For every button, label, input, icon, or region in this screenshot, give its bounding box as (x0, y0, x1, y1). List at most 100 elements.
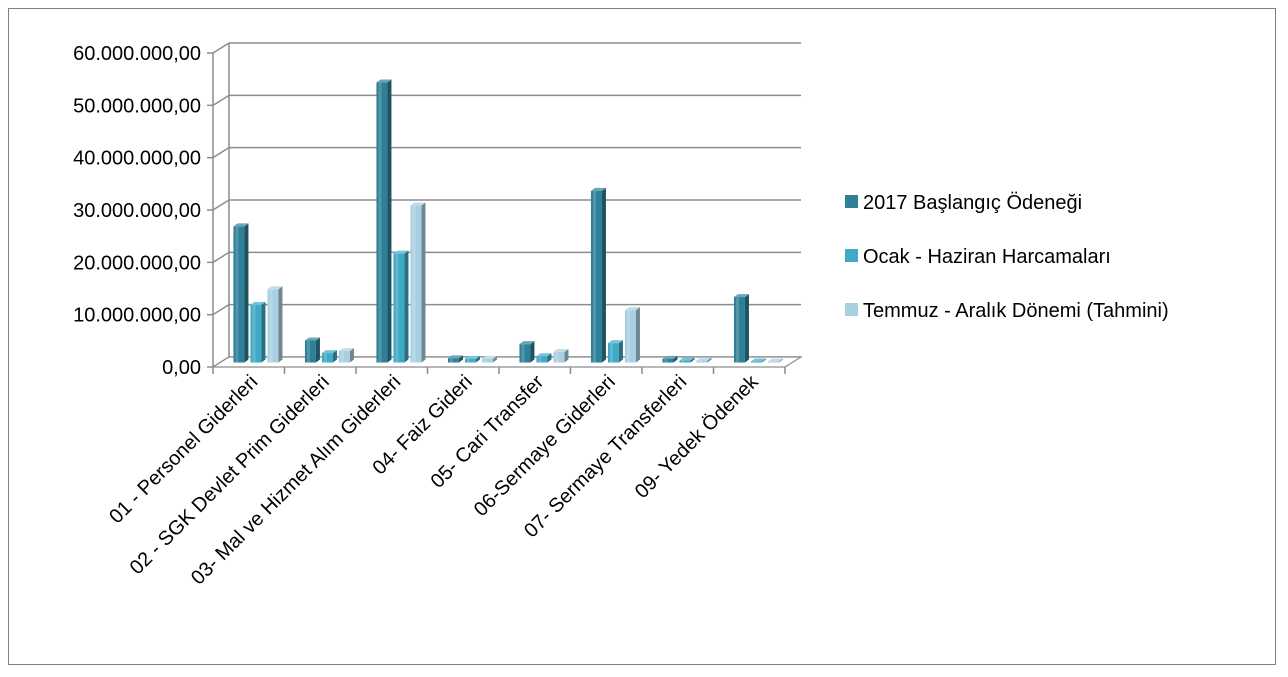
bar (733, 294, 749, 363)
bar-side (458, 355, 463, 363)
bar-side (761, 358, 766, 363)
bar-top (250, 301, 266, 305)
gridline-depth (212, 147, 230, 159)
bar (410, 202, 426, 363)
bar-top (447, 355, 463, 359)
bar-front (267, 289, 279, 363)
bar-highlight (538, 356, 542, 363)
bar (519, 341, 535, 363)
bar-top (553, 349, 569, 353)
bar-highlight (466, 358, 470, 363)
bar (767, 358, 783, 363)
bar (481, 355, 497, 363)
bar-side (349, 347, 354, 363)
bar-side (564, 349, 569, 363)
x-tick-label: 09- Yedek Ödenek (631, 370, 764, 503)
y-tick-labels: 0,00 10.000.000,00 20.000.000,00 30.000.000… (73, 43, 201, 379)
bar-front (481, 358, 493, 363)
bar-highlight (269, 289, 273, 363)
bar-side (618, 340, 623, 363)
bar-highlight (592, 190, 596, 363)
bar-front (519, 344, 531, 363)
bar-top (304, 337, 320, 341)
bar-highlight (626, 310, 630, 363)
legend: 2017 Başlangıç Ödeneği Ocak - Haziran Har… (845, 192, 1169, 322)
bar-top (233, 223, 249, 227)
bar-top (519, 341, 535, 345)
gridline-depth (212, 304, 230, 316)
bar-highlight (449, 358, 453, 363)
bar-side (778, 358, 783, 363)
bar-highlight (555, 352, 559, 363)
bar-front (696, 360, 708, 363)
bar (590, 187, 606, 363)
bar-top (321, 350, 337, 354)
bar-front (250, 304, 262, 363)
bar-front (590, 190, 602, 363)
chart-frame: 0,00 10.000.000,00 20.000.000,00 30.000.000… (8, 8, 1276, 665)
chart-floor (210, 356, 804, 368)
bar-side (635, 307, 640, 363)
bar-highlight (340, 350, 344, 363)
axes (207, 43, 804, 374)
bar-top (464, 355, 480, 359)
bar-front (393, 253, 405, 363)
gridline-depth (212, 251, 230, 263)
bar (233, 223, 249, 363)
bar-highlight (698, 360, 702, 363)
bar (750, 358, 766, 363)
bar-top (624, 307, 640, 311)
bar-highlight (521, 344, 525, 363)
bar-side (601, 187, 606, 363)
bar (250, 301, 266, 363)
bar-top (338, 347, 354, 351)
bar-top (750, 358, 766, 362)
gridline-depth (212, 42, 230, 54)
bar-chart: 0,00 10.000.000,00 20.000.000,00 30.000.000… (73, 42, 1169, 589)
bar-front (321, 353, 333, 363)
bar (304, 337, 320, 363)
bar-front (662, 358, 674, 363)
bar (321, 350, 337, 363)
x-tick-label: 06-Sermaye Giderleri (470, 371, 620, 521)
bar-front (624, 310, 636, 363)
y-tick-label: 30.000.000,00 (73, 200, 201, 222)
bar-highlight (395, 253, 399, 363)
bar-top (376, 79, 392, 83)
bar-front (464, 358, 476, 363)
bar-top (536, 353, 552, 357)
bar-front (536, 356, 548, 363)
bar-front (750, 361, 762, 363)
bar (679, 357, 695, 363)
bar-highlight (769, 361, 773, 363)
legend-swatch (845, 303, 858, 316)
bar (447, 355, 463, 363)
bar-side (332, 350, 337, 363)
bar-front (304, 340, 316, 363)
bar-top (590, 187, 606, 191)
gridline-depth (212, 94, 230, 106)
bar-side (244, 223, 249, 363)
bar-highlight (735, 297, 739, 363)
bar-side (475, 355, 480, 363)
bar (607, 340, 623, 363)
bar (338, 347, 354, 363)
legend-swatch (845, 249, 858, 262)
y-tick-label: 0,00 (162, 357, 201, 379)
bar-highlight (378, 82, 382, 363)
bar-highlight (483, 358, 487, 363)
bar-front (607, 343, 619, 363)
bar-highlight (412, 205, 416, 363)
bar-front (553, 352, 565, 363)
bar-top (662, 355, 678, 359)
bar-highlight (664, 358, 668, 363)
bar-top (696, 357, 712, 361)
gridline-depth (212, 199, 230, 211)
bar-top (679, 357, 695, 361)
bar-side (744, 294, 749, 363)
legend-swatch (845, 195, 858, 208)
bar-top (267, 286, 283, 290)
bar-side (492, 355, 497, 363)
bars (233, 79, 783, 363)
